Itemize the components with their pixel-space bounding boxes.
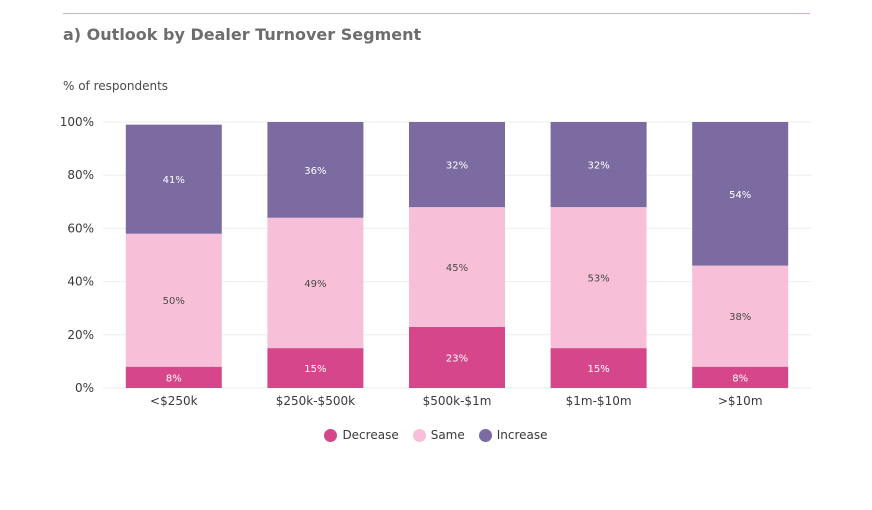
legend-swatch-same bbox=[412, 428, 426, 442]
y-tick-label: 100% bbox=[60, 115, 94, 129]
y-tick-label: 20% bbox=[67, 328, 94, 342]
x-tick-label: <$250k bbox=[150, 394, 198, 408]
legend-label-increase: Increase bbox=[496, 428, 548, 442]
data-label: 53% bbox=[587, 274, 609, 285]
y-tick-label: 40% bbox=[67, 275, 94, 289]
bar-segment-decrease bbox=[267, 348, 364, 388]
top-rule bbox=[63, 13, 810, 14]
legend-label-decrease: Decrease bbox=[342, 428, 399, 442]
y-tick-label: 80% bbox=[67, 168, 94, 182]
bar-segment-same bbox=[267, 217, 364, 349]
bar-segment-decrease bbox=[550, 348, 647, 388]
bar-segment-increase bbox=[409, 122, 505, 208]
data-label: 38% bbox=[729, 312, 751, 323]
data-label: 41% bbox=[163, 175, 185, 186]
legend-item-increase[interactable]: Increase bbox=[478, 428, 548, 442]
legend-item-same[interactable]: Same bbox=[412, 428, 465, 442]
bar-segment-increase bbox=[267, 122, 364, 218]
bar-segment-increase bbox=[550, 122, 647, 208]
data-label: 49% bbox=[304, 279, 326, 290]
legend-item-decrease[interactable]: Decrease bbox=[324, 428, 399, 442]
bar-segment-decrease bbox=[692, 366, 789, 388]
data-label: 32% bbox=[587, 161, 609, 172]
bar-segment-same bbox=[692, 265, 789, 367]
x-tick-label: $500k-$1m bbox=[423, 394, 492, 408]
legend: Decrease Same Increase bbox=[0, 428, 872, 442]
legend-swatch-increase bbox=[478, 428, 492, 442]
x-tick-label: >$10m bbox=[718, 394, 763, 408]
data-label: 8% bbox=[166, 373, 182, 384]
x-tick-label: $250k-$500k bbox=[276, 394, 355, 408]
bar-segment-increase bbox=[125, 124, 222, 234]
data-label: 15% bbox=[304, 364, 326, 375]
bar-segment-decrease bbox=[409, 326, 505, 388]
data-label: 54% bbox=[729, 190, 751, 201]
y-axis-label: % of respondents bbox=[63, 79, 169, 93]
data-label: 23% bbox=[446, 353, 468, 364]
data-label: 8% bbox=[732, 373, 748, 384]
y-tick-label: 0% bbox=[75, 381, 94, 395]
bar-segment-increase bbox=[692, 122, 789, 266]
legend-swatch-decrease bbox=[324, 428, 338, 442]
x-tick-label: $1m-$10m bbox=[566, 394, 632, 408]
legend-label-same: Same bbox=[430, 428, 465, 442]
chart-title: a) Outlook by Dealer Turnover Segment bbox=[63, 25, 422, 44]
bar-segment-decrease bbox=[125, 366, 222, 388]
data-label: 15% bbox=[587, 364, 609, 375]
bar-segment-same bbox=[550, 207, 647, 349]
bar-segment-same bbox=[409, 207, 505, 327]
data-label: 50% bbox=[163, 296, 185, 307]
y-tick-label: 60% bbox=[67, 221, 94, 235]
data-label: 32% bbox=[446, 161, 468, 172]
data-label: 45% bbox=[446, 263, 468, 274]
bar-segment-same bbox=[125, 233, 222, 367]
data-label: 36% bbox=[304, 166, 326, 177]
